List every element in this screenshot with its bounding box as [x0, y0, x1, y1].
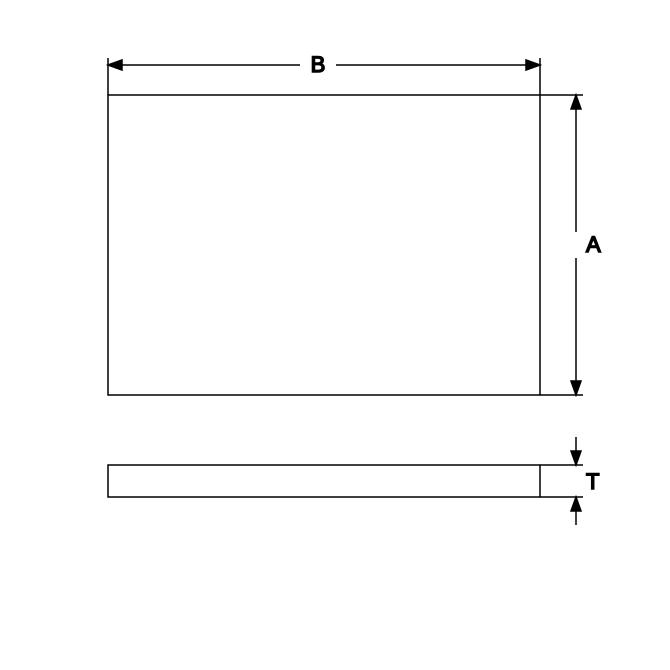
arrow-up-icon — [571, 95, 581, 109]
arrow-up-icon — [571, 497, 581, 511]
width-label: B — [311, 52, 326, 77]
side-view-rect — [108, 465, 540, 497]
height-label: A — [586, 232, 601, 257]
dimension-b: B — [108, 52, 540, 95]
dimension-a: A — [540, 95, 601, 395]
arrow-left-icon — [108, 60, 122, 70]
arrow-right-icon — [526, 60, 540, 70]
thickness-label: T — [586, 469, 599, 494]
arrow-down-icon — [571, 451, 581, 465]
dimension-t: T — [540, 437, 599, 525]
arrow-down-icon — [571, 381, 581, 395]
top-view-rect — [108, 95, 540, 395]
